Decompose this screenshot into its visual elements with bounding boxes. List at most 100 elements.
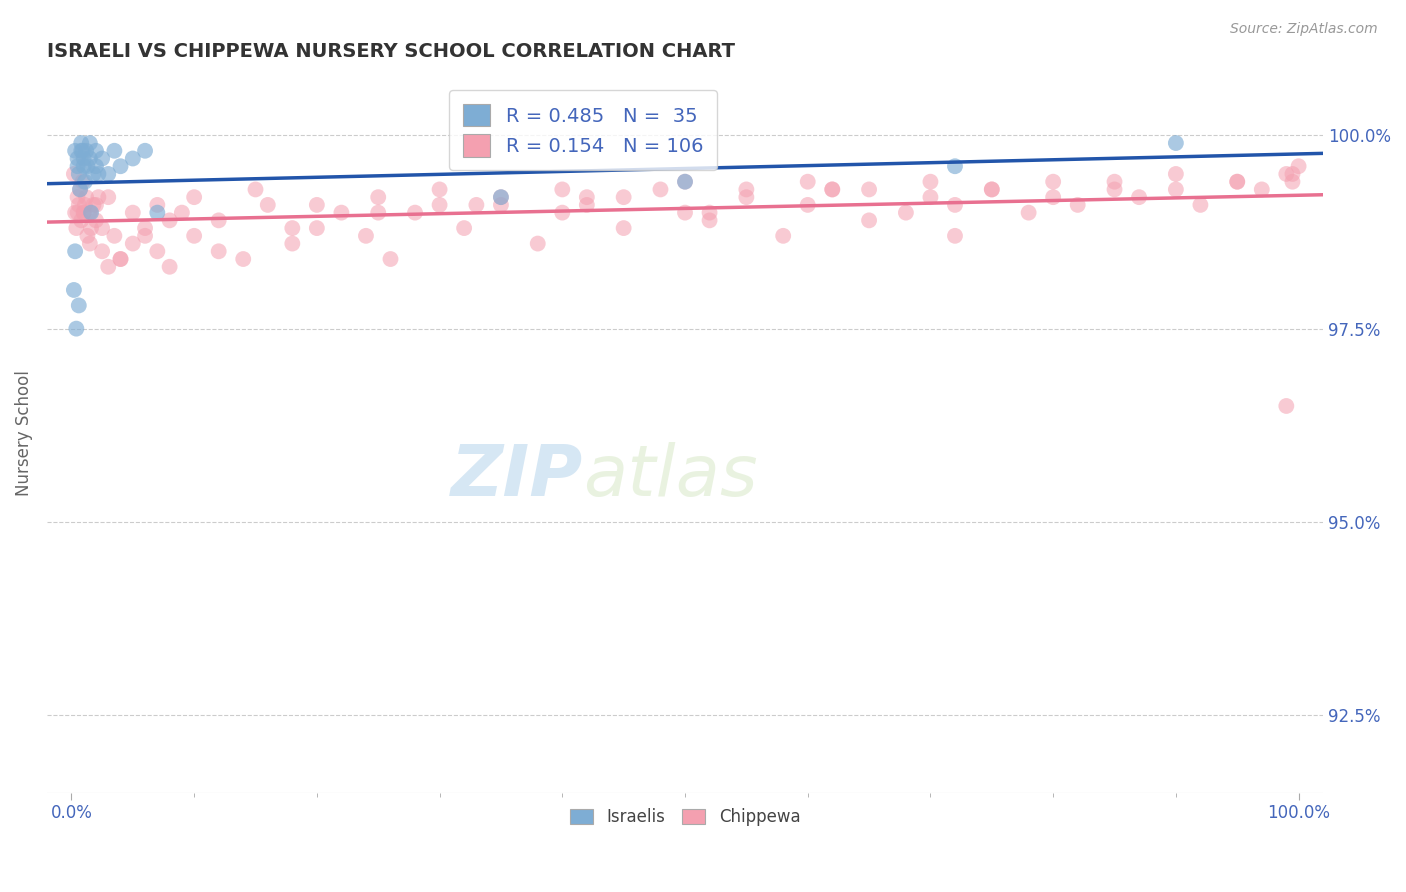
Point [650, 182, 672, 196]
Point [1189, 198, 1212, 212]
Point [69, 182, 91, 196]
Point [1250, 182, 1272, 196]
Point [134, 221, 156, 235]
Point [305, 198, 328, 212]
Point [70, 213, 93, 227]
Point [1288, 159, 1310, 173]
Point [699, 213, 721, 227]
Point [97, 260, 120, 274]
Point [1226, 175, 1249, 189]
Point [673, 205, 696, 219]
Point [73, 198, 96, 212]
Point [84, 213, 107, 227]
Point [404, 205, 426, 219]
Point [735, 190, 758, 204]
Point [551, 205, 574, 219]
Point [65, 221, 87, 235]
Point [1104, 182, 1126, 196]
Point [858, 213, 880, 227]
Point [121, 205, 143, 219]
Point [134, 144, 156, 158]
Point [146, 205, 169, 219]
Point [63, 167, 86, 181]
Point [110, 159, 132, 173]
Point [894, 205, 917, 219]
Point [73, 205, 96, 219]
Point [80, 221, 103, 235]
Point [1104, 175, 1126, 189]
Text: Source: ZipAtlas.com: Source: ZipAtlas.com [1230, 22, 1378, 37]
Point [208, 244, 231, 259]
Point [1018, 205, 1040, 219]
Point [673, 175, 696, 189]
Point [1281, 167, 1303, 181]
Point [73, 152, 96, 166]
Point [146, 198, 169, 212]
Point [330, 205, 353, 219]
Point [821, 182, 844, 196]
Point [63, 205, 86, 219]
Point [1128, 190, 1150, 204]
Point [208, 213, 231, 227]
Y-axis label: Nursery School: Nursery School [15, 370, 32, 496]
Point [613, 190, 636, 204]
Point [87, 190, 110, 204]
Point [256, 198, 278, 212]
Point [380, 252, 402, 266]
Point [73, 159, 96, 173]
Point [1275, 399, 1298, 413]
Point [79, 152, 101, 166]
Point [65, 321, 87, 335]
Point [73, 175, 96, 189]
Point [91, 221, 114, 235]
Point [367, 190, 389, 204]
Point [97, 167, 120, 181]
Point [83, 198, 105, 212]
Point [821, 182, 844, 196]
Point [772, 228, 794, 243]
Point [1226, 175, 1249, 189]
Point [232, 252, 254, 266]
Text: atlas: atlas [583, 442, 758, 511]
Point [72, 144, 94, 158]
Point [858, 182, 880, 196]
Point [796, 175, 818, 189]
Point [183, 190, 205, 204]
Point [79, 205, 101, 219]
Point [91, 244, 114, 259]
Point [943, 159, 966, 173]
Point [920, 190, 942, 204]
Point [183, 228, 205, 243]
Point [1164, 136, 1187, 150]
Point [63, 244, 86, 259]
Text: ISRAELI VS CHIPPEWA NURSERY SCHOOL CORRELATION CHART: ISRAELI VS CHIPPEWA NURSERY SCHOOL CORRE… [46, 42, 735, 61]
Point [72, 175, 94, 189]
Point [1067, 198, 1090, 212]
Point [91, 152, 114, 166]
Point [67, 167, 90, 181]
Point [673, 175, 696, 189]
Point [367, 205, 389, 219]
Legend: Israelis, Chippewa: Israelis, Chippewa [561, 800, 808, 835]
Point [80, 205, 103, 219]
Point [146, 244, 169, 259]
Point [66, 152, 89, 166]
Point [453, 221, 475, 235]
Point [489, 198, 512, 212]
Point [75, 190, 97, 204]
Point [103, 144, 125, 158]
Text: ZIP: ZIP [451, 442, 583, 511]
Point [76, 159, 98, 173]
Point [429, 198, 451, 212]
Point [67, 198, 90, 212]
Point [920, 175, 942, 189]
Point [575, 198, 598, 212]
Point [67, 298, 90, 312]
Point [1281, 175, 1303, 189]
Point [75, 144, 97, 158]
Point [613, 221, 636, 235]
Point [1042, 175, 1064, 189]
Point [87, 167, 110, 181]
Point [465, 198, 488, 212]
Point [66, 190, 89, 204]
